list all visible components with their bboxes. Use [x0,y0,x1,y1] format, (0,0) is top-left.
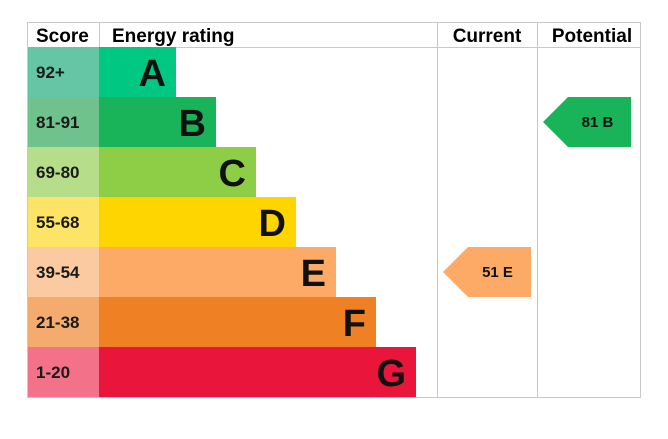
potential-rating-arrow [543,97,631,147]
score-header: Score [36,26,89,47]
score-cell-a [28,47,99,97]
score-label-b: 81-91 [36,113,79,132]
score-label-d: 55-68 [36,213,79,232]
band-letter-a: A [139,53,166,95]
score-cell-g [28,347,99,397]
energy-rating-header: Energy rating [112,26,234,47]
current-header: Current [453,26,522,47]
band-letter-b: B [179,103,206,145]
header-row: Score Energy rating Current Potential [36,26,632,47]
score-label-c: 69-80 [36,163,79,182]
rating-bands: 92+ A 81-91 B 69-80 C 55-68 D 39-54 E 21-38 F 1-20 G [28,47,416,397]
score-label-f: 21-38 [36,313,79,332]
score-cell-e [28,247,99,297]
band-letter-f: F [343,303,366,345]
rating-markers: 51 E 81 B [443,97,631,297]
band-letter-c: C [219,153,246,195]
band-letter-e: E [301,253,326,295]
band-bar-f [99,297,376,347]
score-label-e: 39-54 [36,263,80,282]
band-bar-g [99,347,416,397]
band-letter-d: D [259,203,286,245]
score-cell-f [28,297,99,347]
score-cell-d [28,197,99,247]
score-cell-b [28,97,99,147]
score-cell-c [28,147,99,197]
band-bar-a [99,47,176,97]
score-label-g: 1-20 [36,363,70,382]
band-bar-d [99,197,296,247]
band-bar-c [99,147,256,197]
score-label-a: 92+ [36,63,65,82]
current-rating-label: 51 E [482,264,513,281]
current-rating-arrow [443,247,531,297]
band-bar-e [99,247,336,297]
band-bar-b [99,97,216,147]
potential-header: Potential [552,26,632,47]
band-letter-g: G [376,353,406,395]
potential-rating-label: 81 B [582,114,614,131]
